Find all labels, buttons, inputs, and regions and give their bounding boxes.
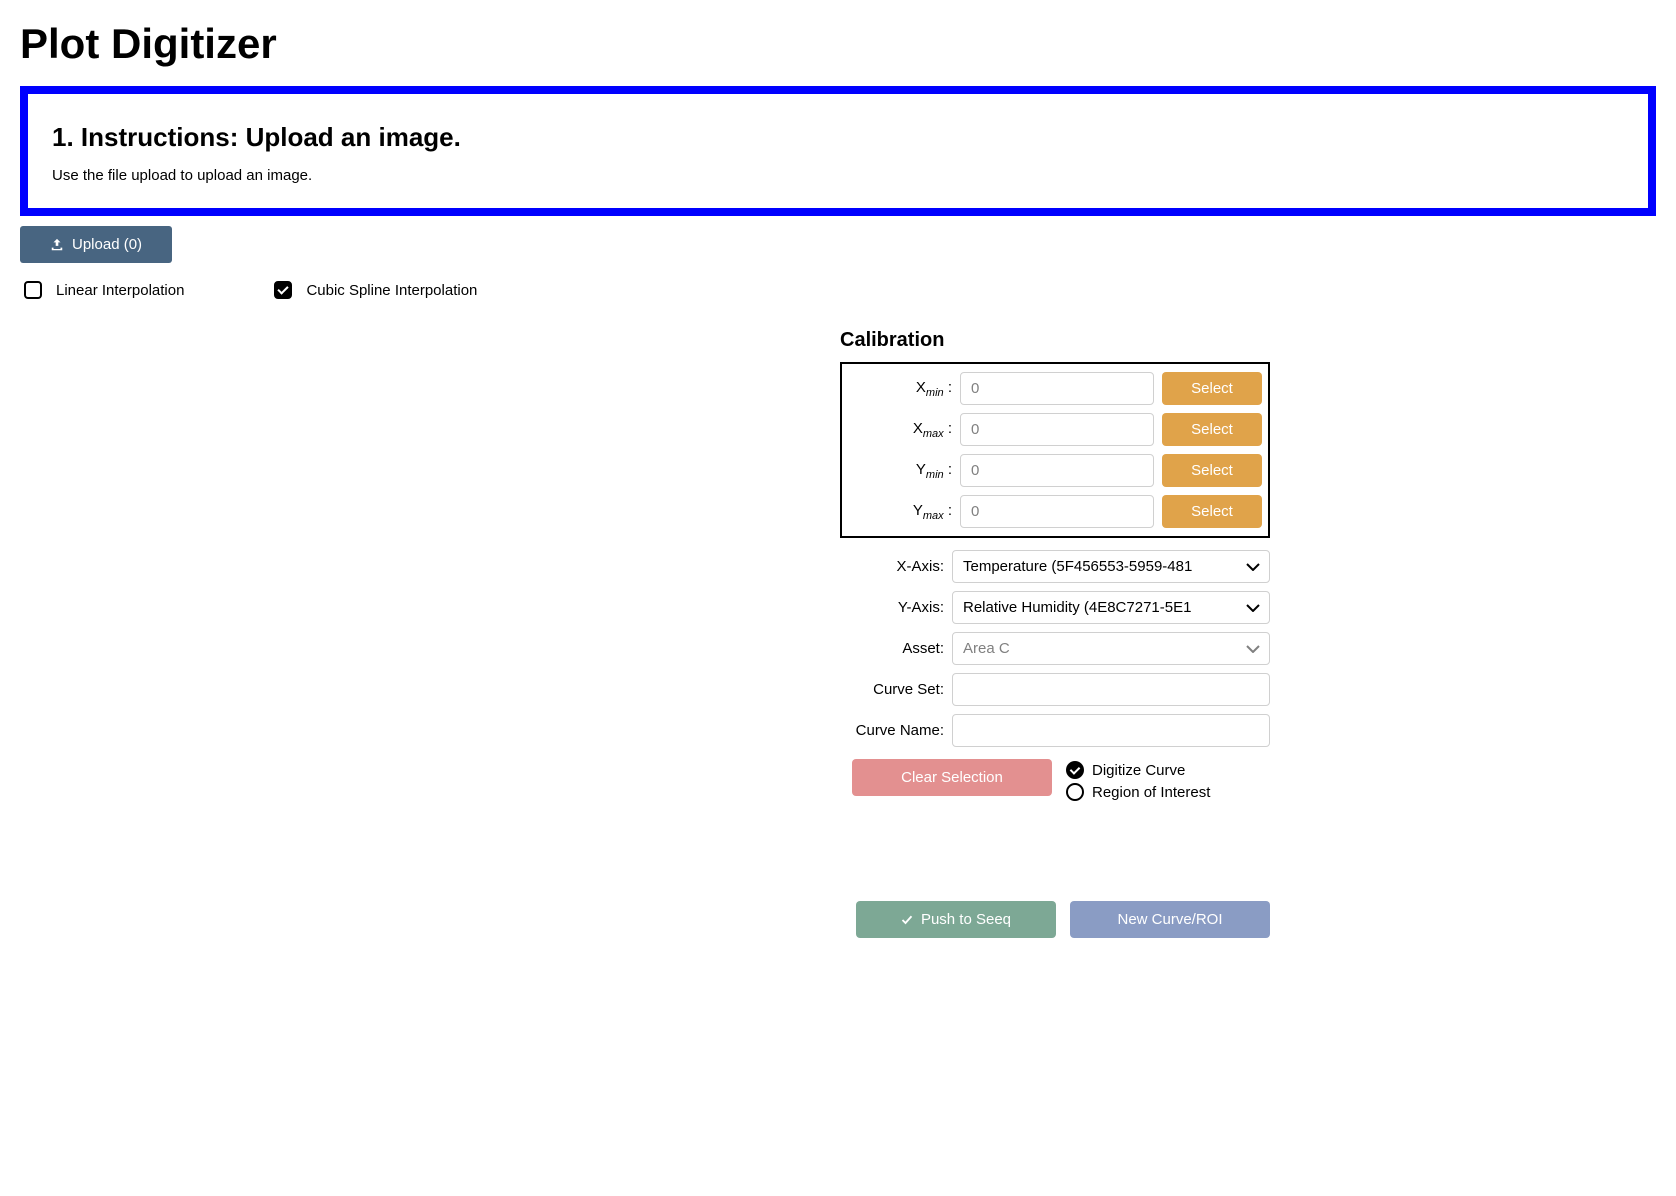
xmax-input[interactable] bbox=[960, 413, 1154, 446]
calibration-box: Xmin : Select Xmax : Select Ymin : Selec… bbox=[840, 362, 1270, 538]
asset-dropdown[interactable]: Area C bbox=[952, 632, 1270, 665]
upload-button[interactable]: Upload (0) bbox=[20, 226, 172, 263]
ymin-input[interactable] bbox=[960, 454, 1154, 487]
xaxis-row: X-Axis: Temperature (5F456553-5959-481 bbox=[840, 550, 1270, 583]
calibration-panel: Calibration Xmin : Select Xmax : Select … bbox=[840, 329, 1270, 938]
xmin-input[interactable] bbox=[960, 372, 1154, 405]
cubic-checkbox-box[interactable] bbox=[274, 281, 292, 299]
clear-row: Clear Selection Digitize Curve Region of… bbox=[840, 759, 1270, 801]
push-to-seeq-button[interactable]: Push to Seeq bbox=[856, 901, 1056, 938]
xmax-row: Xmax : Select bbox=[848, 413, 1262, 446]
yaxis-label: Y-Axis: bbox=[840, 599, 944, 616]
page-title: Plot Digitizer bbox=[20, 20, 1656, 68]
ymin-select-button[interactable]: Select bbox=[1162, 454, 1262, 487]
instructions-panel: 1. Instructions: Upload an image. Use th… bbox=[20, 86, 1656, 216]
ymax-label: Ymax : bbox=[848, 502, 952, 522]
mode-radio-group: Digitize Curve Region of Interest bbox=[1066, 759, 1210, 801]
asset-row: Asset: Area C bbox=[840, 632, 1270, 665]
calibration-title: Calibration bbox=[840, 329, 1270, 352]
clear-selection-button[interactable]: Clear Selection bbox=[852, 759, 1052, 796]
curve-name-input[interactable] bbox=[952, 714, 1270, 747]
yaxis-row: Y-Axis: Relative Humidity (4E8C7271-5E1 bbox=[840, 591, 1270, 624]
check-icon bbox=[901, 914, 913, 926]
yaxis-dropdown[interactable]: Relative Humidity (4E8C7271-5E1 bbox=[952, 591, 1270, 624]
roi-radio-circle[interactable] bbox=[1066, 783, 1084, 801]
linear-checkbox-box[interactable] bbox=[24, 281, 42, 299]
cubic-interpolation-checkbox[interactable]: Cubic Spline Interpolation bbox=[274, 281, 477, 299]
xaxis-dropdown[interactable]: Temperature (5F456553-5959-481 bbox=[952, 550, 1270, 583]
instructions-title: 1. Instructions: Upload an image. bbox=[52, 122, 1624, 153]
curve-set-input[interactable] bbox=[952, 673, 1270, 706]
curve-name-row: Curve Name: bbox=[840, 714, 1270, 747]
push-label: Push to Seeq bbox=[921, 911, 1011, 928]
digitize-radio-circle[interactable] bbox=[1066, 761, 1084, 779]
ymax-input[interactable] bbox=[960, 495, 1154, 528]
linear-label: Linear Interpolation bbox=[56, 282, 184, 299]
xmax-label: Xmax : bbox=[848, 420, 952, 440]
roi-label: Region of Interest bbox=[1092, 784, 1210, 801]
xmin-select-button[interactable]: Select bbox=[1162, 372, 1262, 405]
upload-icon bbox=[50, 238, 64, 252]
instructions-text: Use the file upload to upload an image. bbox=[52, 167, 1624, 184]
ymax-select-button[interactable]: Select bbox=[1162, 495, 1262, 528]
ymin-row: Ymin : Select bbox=[848, 454, 1262, 487]
xaxis-label: X-Axis: bbox=[840, 558, 944, 575]
axis-rows: X-Axis: Temperature (5F456553-5959-481 Y… bbox=[840, 550, 1270, 747]
asset-label: Asset: bbox=[840, 640, 944, 657]
cubic-label: Cubic Spline Interpolation bbox=[306, 282, 477, 299]
xmin-label: Xmin : bbox=[848, 379, 952, 399]
roi-radio[interactable]: Region of Interest bbox=[1066, 783, 1210, 801]
curve-set-row: Curve Set: bbox=[840, 673, 1270, 706]
xmax-select-button[interactable]: Select bbox=[1162, 413, 1262, 446]
curve-name-label: Curve Name: bbox=[840, 722, 944, 739]
digitize-curve-radio[interactable]: Digitize Curve bbox=[1066, 761, 1210, 779]
ymax-row: Ymax : Select bbox=[848, 495, 1262, 528]
ymin-label: Ymin : bbox=[848, 461, 952, 481]
new-curve-button[interactable]: New Curve/ROI bbox=[1070, 901, 1270, 938]
interpolation-row: Linear Interpolation Cubic Spline Interp… bbox=[20, 281, 1656, 299]
xmin-row: Xmin : Select bbox=[848, 372, 1262, 405]
bottom-buttons: Push to Seeq New Curve/ROI bbox=[840, 901, 1270, 938]
linear-interpolation-checkbox[interactable]: Linear Interpolation bbox=[24, 281, 184, 299]
digitize-label: Digitize Curve bbox=[1092, 762, 1185, 779]
upload-label: Upload (0) bbox=[72, 236, 142, 253]
curve-set-label: Curve Set: bbox=[840, 681, 944, 698]
